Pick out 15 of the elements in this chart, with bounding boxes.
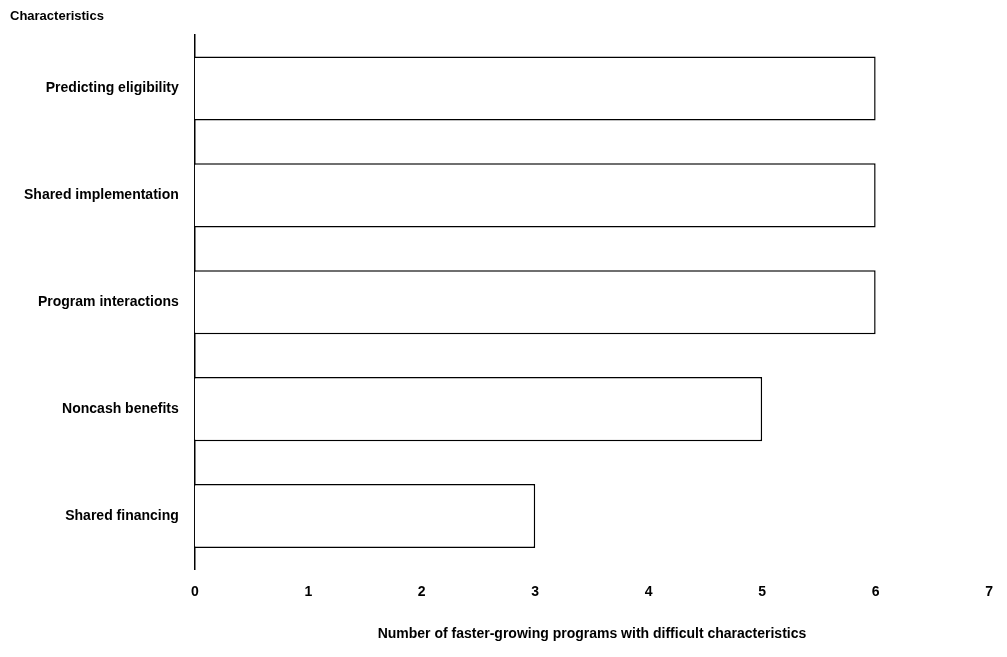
y-tick-label: Shared implementation	[23, 186, 179, 203]
x-tick-label: 3	[531, 582, 540, 599]
x-tick-label: 5	[758, 582, 767, 599]
x-tick-label: 6	[871, 582, 880, 599]
x-tick-label: 2	[417, 582, 426, 599]
x-tick-label: 4	[644, 582, 653, 599]
x-tick-label: 1	[304, 582, 313, 599]
y-tick-label: Shared financing	[65, 506, 179, 523]
y-tick-label: Predicting eligibility	[45, 79, 180, 96]
x-tick-label: 7	[985, 582, 994, 599]
x-tick-label: 0	[190, 582, 199, 599]
y-axis-title: Characteristics	[10, 8, 104, 24]
y-tick-label: Noncash benefits	[62, 399, 180, 416]
x-axis-title: Number of faster-growing programs with difficult characteristics	[377, 625, 807, 642]
y-tick-label: Program interactions	[37, 293, 180, 310]
